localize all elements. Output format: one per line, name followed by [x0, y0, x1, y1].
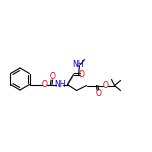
Text: O: O	[96, 89, 102, 98]
Text: O: O	[42, 80, 47, 89]
Text: O: O	[79, 70, 85, 79]
Text: O: O	[103, 81, 109, 90]
Text: O: O	[50, 72, 55, 81]
Text: NH: NH	[72, 60, 83, 69]
Polygon shape	[67, 74, 74, 85]
Text: NH: NH	[54, 80, 65, 89]
